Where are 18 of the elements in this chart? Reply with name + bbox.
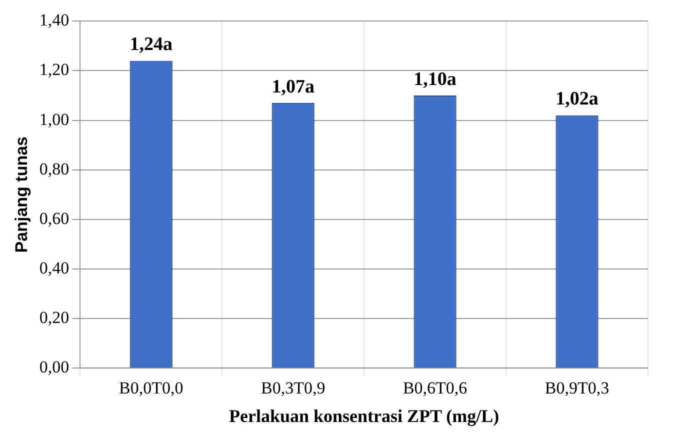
y-tick-label: 1,20 [39,60,70,80]
y-tick-label: 0,60 [39,208,70,228]
y-tick-label: 0,40 [39,258,70,278]
y-axis-title: Panjang tunas [12,136,31,253]
data-label: 1,10a [414,68,457,90]
y-tick-label: 0,80 [39,159,70,178]
y-tick-label: 1,40 [39,10,70,30]
x-axis-title: Perlakuan konsentrasi ZPT (mg/L) [228,406,500,426]
x-tick-label: B0,3T0,9 [260,378,326,398]
data-label: 1,07a [272,76,315,98]
x-tick-label: B0,9T0,3 [544,378,610,398]
y-tick-label: 0,20 [39,308,70,327]
x-tick-label: B0,6T0,6 [402,378,468,398]
y-tick-label: 1,00 [39,110,70,129]
data-label: 1,02a [556,88,599,110]
y-tick-label: 0,00 [39,357,70,376]
data-label: 1,24a [130,34,174,56]
x-tick-label: B0,0T0,0 [119,378,184,398]
